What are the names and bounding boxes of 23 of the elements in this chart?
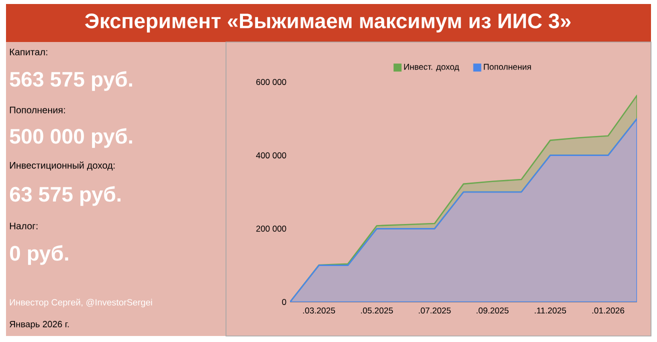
y-tick-label: 600 000 <box>256 79 286 85</box>
legend-label: Пополнения <box>484 64 531 70</box>
text: Эксперимент «Выжимаем максимум из ИИС 3» <box>85 14 571 32</box>
y-tick-label: 0 <box>282 299 286 305</box>
x-tick-label: .03.2025 <box>303 308 336 314</box>
text: 63 575 руб. <box>10 186 120 206</box>
x-tick-label: .05.2025 <box>361 308 393 314</box>
y-tick-label: 200 000 <box>256 226 286 232</box>
text: Инвестиционный доход: <box>10 162 115 170</box>
x-tick-label: .09.2025 <box>476 308 509 314</box>
legend-label: Инвест. доход <box>404 64 460 72</box>
x-tick-label: .07.2025 <box>418 308 451 314</box>
text: Пополнения: <box>10 106 65 114</box>
text: Капитал: <box>10 48 48 56</box>
text: Инвестор Сергей, @InvestorSergei <box>10 298 152 308</box>
text: 0 руб. <box>10 245 68 265</box>
x-tick-label: .01.2026 <box>592 308 624 314</box>
text: 500 000 руб. <box>10 128 132 148</box>
y-tick-label: 400 000 <box>256 152 286 158</box>
text: Январь 2026 г. <box>10 320 69 330</box>
text: Налог: <box>10 222 38 230</box>
text: 563 575 руб. <box>10 71 132 91</box>
x-tick-label: .11.2025 <box>534 308 566 314</box>
